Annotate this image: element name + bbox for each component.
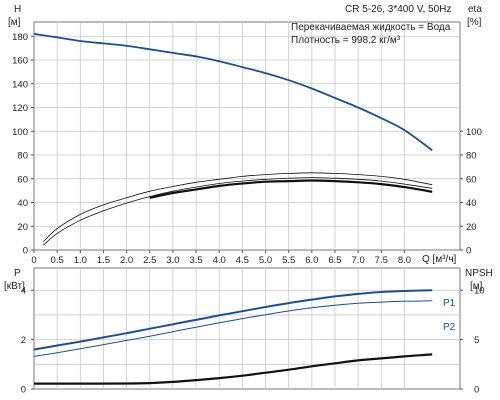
fluid-annotation: Перекачиваемая жидкость = Вода <box>291 22 451 33</box>
head-tick-label: 20 <box>17 222 28 233</box>
power-tick-label: 2 <box>21 335 26 346</box>
chart-title: CR 5-26, 3*400 V, 50Hz <box>345 4 451 15</box>
head-tick-label: 120 <box>12 103 28 114</box>
top-grid <box>34 22 460 250</box>
power-axis-label-symbol: P <box>14 268 21 279</box>
head-tick-label: 160 <box>12 56 28 67</box>
power-npsh-panel: 0 2 4 0 5 10 P [кВт] NPSH [м] P1 P2 <box>4 267 493 396</box>
flow-tick-label: 5.0 <box>259 255 272 266</box>
top-plot-frame <box>33 21 461 251</box>
power-tick-label: 0 <box>21 385 26 396</box>
top-series <box>33 33 433 246</box>
flow-tick-label: 8.0 <box>398 255 411 266</box>
efficiency-axis-ticks: 0 20 40 60 80 100 <box>460 127 482 257</box>
efficiency-tick-label: 60 <box>466 174 477 185</box>
flow-tick-label: 6.0 <box>305 255 318 266</box>
npsh-tick-label: 10 <box>474 286 485 297</box>
head-tick-label: 100 <box>12 127 28 138</box>
flow-tick-label: 1.0 <box>74 255 87 266</box>
efficiency-curve <box>149 179 433 199</box>
flow-tick-label: 0 <box>31 255 36 266</box>
efficiency-envelope-lower <box>43 177 433 246</box>
head-tick-label: 40 <box>17 198 28 209</box>
head-tick-label: 0 <box>23 246 28 257</box>
efficiency-axis-label-symbol: eta <box>468 4 482 15</box>
head-tick-label: 180 <box>12 32 28 43</box>
efficiency-tick-label: 80 <box>466 151 477 162</box>
efficiency-tick-label: 40 <box>466 198 477 209</box>
bottom-series <box>33 289 433 385</box>
efficiency-envelope-upper <box>43 172 433 242</box>
flow-axis-label: Q [м³/ч] <box>422 254 457 265</box>
efficiency-tick-label: 100 <box>466 127 482 138</box>
head-tick-label: 60 <box>17 174 28 185</box>
npsh-axis-ticks: 0 5 10 <box>460 286 485 396</box>
flow-tick-label: 4.5 <box>236 255 249 266</box>
head-curve <box>33 33 433 152</box>
flow-tick-label: 2.5 <box>143 255 156 266</box>
density-annotation: Плотность = 998.2 кг/м³ <box>291 35 401 46</box>
efficiency-tick-label: 20 <box>466 222 477 233</box>
p1-series-label: P1 <box>443 298 456 309</box>
head-tick-label: 140 <box>12 79 28 90</box>
bottom-grid <box>34 268 460 389</box>
p2-series-label: P2 <box>443 322 456 333</box>
flow-tick-label: 7.5 <box>375 255 388 266</box>
npsh-tick-label: 5 <box>474 335 479 346</box>
head-axis-ticks: 0 20 40 60 80 100 120 140 160 180 <box>12 32 34 257</box>
power-axis-ticks: 0 2 4 <box>21 286 34 396</box>
flow-axis-ticks: 0 0.5 1.0 1.5 2.0 2.5 3.0 3.5 4.0 4.5 5.0 5.5 6.0 6.5… <box>31 250 411 266</box>
head-axis-label-symbol: H <box>14 4 21 15</box>
flow-tick-label: 0.5 <box>51 255 64 266</box>
flow-tick-label: 1.5 <box>97 255 110 266</box>
npsh-curve <box>34 353 433 385</box>
efficiency-axis-label-unit: [%] <box>467 17 482 28</box>
power-p1-curve <box>33 289 433 351</box>
power-tick-label: 4 <box>21 286 26 297</box>
flow-tick-label: 3.5 <box>189 255 202 266</box>
npsh-tick-label: 0 <box>474 385 479 396</box>
power-axis-label-unit: [кВт] <box>4 281 25 292</box>
flow-tick-label: 7.0 <box>352 255 365 266</box>
head-axis-label-unit: [м] <box>8 17 21 28</box>
flow-tick-label: 2.0 <box>120 255 133 266</box>
flow-tick-label: 4.0 <box>213 255 226 266</box>
flow-tick-label: 5.5 <box>282 255 295 266</box>
flow-tick-label: 3.0 <box>166 255 179 266</box>
npsh-axis-label-unit: [м] <box>470 281 483 292</box>
head-tick-label: 80 <box>17 151 28 162</box>
efficiency-tick-label: 0 <box>466 246 471 257</box>
flow-tick-label: 6.5 <box>328 255 341 266</box>
power-p2-curve <box>33 300 433 357</box>
bottom-plot-frame <box>33 267 461 390</box>
npsh-axis-label-symbol: NPSH <box>465 268 493 279</box>
